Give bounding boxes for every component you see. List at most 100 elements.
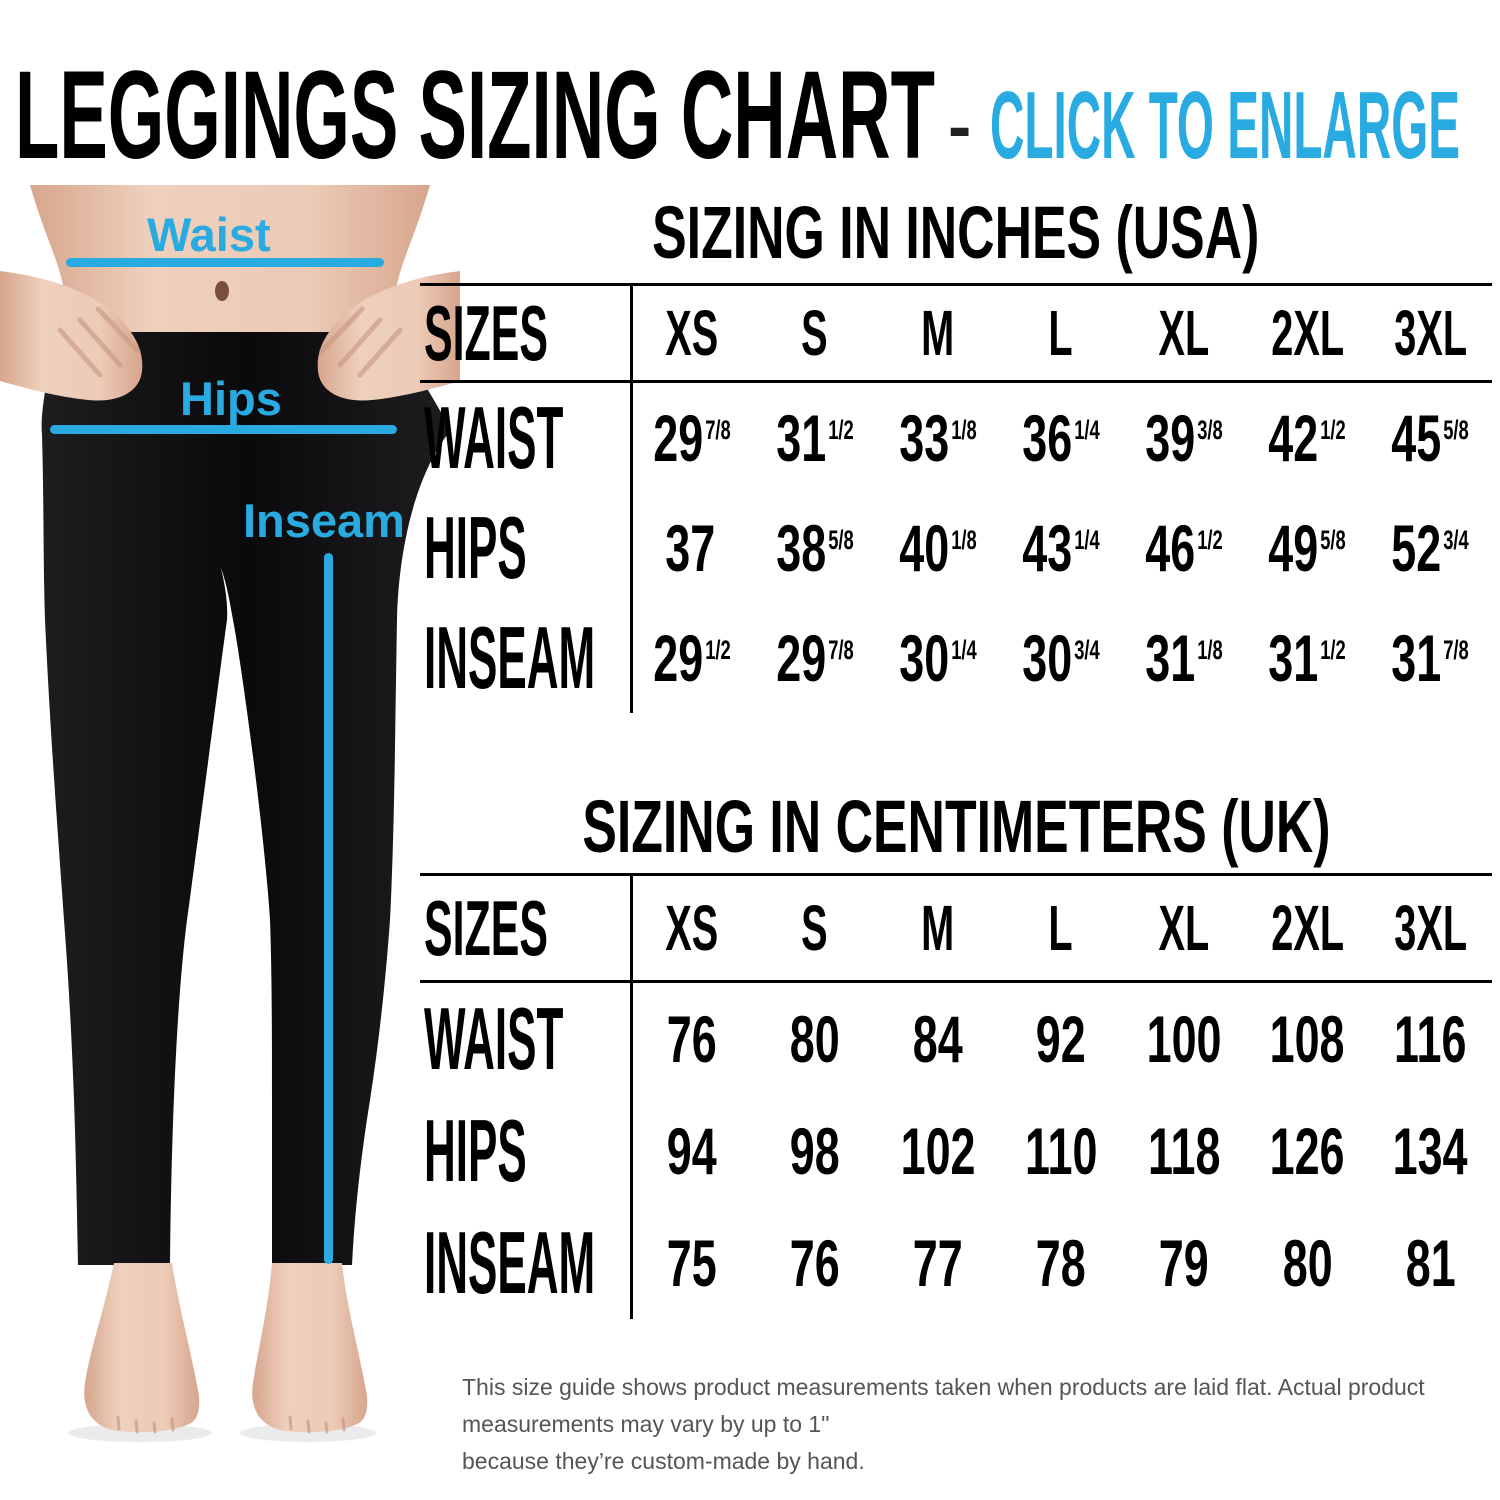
cm-hips-s: 98 [789,1114,840,1188]
inseam-measure-label: Inseam [243,494,405,547]
cm-inseam-l: 78 [1036,1226,1086,1300]
left-foot [84,1263,200,1433]
left-toes [116,1415,175,1434]
left-hand-fingers [57,306,141,378]
cm-hips-xs: 94 [666,1114,717,1188]
inches-waist-l: 361/4 [1022,401,1100,475]
cm-inseam-s: 76 [789,1226,840,1300]
inseam-measure-line [324,553,333,1264]
inches-row-header-inseam: INSEAM [424,608,596,707]
inches-inseam-xs: 291/2 [652,621,731,695]
cm-table: SIZES XS S M L XL 2XL 3XL WAIST 76 80 84… [420,873,1492,1319]
left-arm [0,271,143,401]
inches-col-header-m: M [876,286,1000,383]
inches-hips-3xl: 523/4 [1391,511,1470,585]
cm-col-header-xs: XS [630,876,754,983]
inches-row-header-waist: WAIST [424,388,564,487]
cm-table-heading-text: SIZING IN CENTIMETERS (UK) [581,785,1331,868]
cm-table-heading: SIZING IN CENTIMETERS (UK) [420,785,1492,868]
cm-inseam-3xl: 81 [1405,1226,1456,1300]
cm-col-header-2xl: 2XL [1245,876,1369,983]
inches-inseam-3xl: 317/8 [1391,621,1470,695]
inches-hips-xl: 461/2 [1145,511,1223,585]
cm-row-header-waist: WAIST [424,989,564,1088]
inches-col-header-xs: XS [630,286,754,383]
cm-col-header-s: S [753,876,877,983]
inches-inseam-s: 297/8 [775,621,854,695]
cm-hips-3xl: 134 [1392,1114,1468,1188]
left-foot-shadow [68,1424,212,1442]
hips-measure-label: Hips [180,372,282,425]
cm-row-header-hips: HIPS [424,1101,527,1200]
size-tables: SIZING IN INCHES (USA) SIZES XS S M L XL… [420,185,1492,1480]
cm-inseam-2xl: 80 [1282,1226,1333,1300]
cm-col-header-sizes: SIZES [420,876,630,983]
inches-hips-xs: 37 [665,511,716,585]
inches-col-header-3xl: 3XL [1368,286,1492,383]
right-arm [317,271,460,401]
inches-waist-3xl: 455/8 [1391,401,1470,475]
cm-waist-3xl: 116 [1394,1002,1467,1076]
inches-inseam-m: 301/4 [899,621,977,695]
inches-table-divider [630,286,633,713]
inches-waist-2xl: 421/2 [1268,401,1347,475]
disclaimer-line-2: because they’re custom-made by hand. [462,1448,865,1474]
click-to-enlarge-link[interactable]: CLICK TO ENLARGE [990,72,1460,173]
inches-table-heading: SIZING IN INCHES (USA) [420,191,1492,274]
cm-waist-s: 80 [789,1002,840,1076]
leggings [41,332,448,1265]
inches-inseam-xl: 311/8 [1145,621,1223,695]
cm-col-header-l: L [999,876,1123,983]
cm-inseam-xs: 75 [666,1226,717,1300]
cm-waist-xl: 100 [1146,1002,1222,1076]
navel [215,281,229,301]
right-foot [252,1263,368,1433]
cm-hips-m: 102 [900,1114,976,1188]
torso [30,185,430,351]
cm-waist-2xl: 108 [1269,1002,1345,1076]
inches-table: SIZES XS S M L XL 2XL 3XL WAIST 297/8 31… [420,283,1492,713]
cm-waist-xs: 76 [666,1002,717,1076]
inches-col-header-s: S [753,286,877,383]
inches-inseam-2xl: 311/2 [1268,621,1347,695]
inches-col-header-2xl: 2XL [1245,286,1369,383]
inches-hips-m: 401/8 [899,511,977,585]
cm-waist-l: 92 [1036,1002,1086,1076]
cm-table-divider [630,876,633,1319]
inches-waist-xs: 297/8 [652,401,731,475]
waist-measure-label: Waist [147,208,271,261]
inches-row-header-hips: HIPS [424,498,527,597]
right-hand-fingers [319,306,403,378]
inches-col-header-xl: XL [1122,286,1246,383]
cm-row-header-inseam: INSEAM [424,1213,596,1312]
cm-hips-xl: 118 [1147,1114,1221,1188]
inches-col-header-l: L [999,286,1123,383]
cm-col-header-xl: XL [1122,876,1246,983]
title-separator: - [948,87,971,165]
cm-waist-m: 84 [912,1002,963,1076]
right-toes [288,1415,346,1434]
cm-hips-l: 110 [1024,1114,1098,1188]
hips-measure-line [50,425,397,434]
cm-inseam-m: 77 [912,1226,963,1300]
waist-measure-line [66,258,384,267]
title-text: LEGGINGS SIZING CHART [15,46,935,173]
disclaimer-line-1: This size guide shows product measuremen… [462,1374,1425,1437]
inches-hips-2xl: 495/8 [1268,511,1347,585]
inches-inseam-l: 303/4 [1022,621,1100,695]
cm-col-header-3xl: 3XL [1368,876,1492,983]
model-photo [0,185,460,1442]
cm-col-header-m: M [876,876,1000,983]
cm-hips-2xl: 126 [1269,1114,1345,1188]
inches-col-header-sizes: SIZES [420,286,630,383]
inches-waist-s: 311/2 [775,401,854,475]
inches-waist-m: 331/8 [899,401,977,475]
page-title: LEGGINGS SIZING CHART - CLICK TO ENLARGE [15,46,1460,173]
inches-waist-xl: 393/8 [1145,401,1223,475]
size-guide-disclaimer: This size guide shows product measuremen… [462,1369,1472,1480]
inches-hips-l: 431/4 [1022,511,1100,585]
inches-table-heading-text: SIZING IN INCHES (USA) [652,191,1260,274]
model-figure: Waist Hips Inseam [0,185,460,1500]
cm-inseam-xl: 79 [1159,1226,1210,1300]
